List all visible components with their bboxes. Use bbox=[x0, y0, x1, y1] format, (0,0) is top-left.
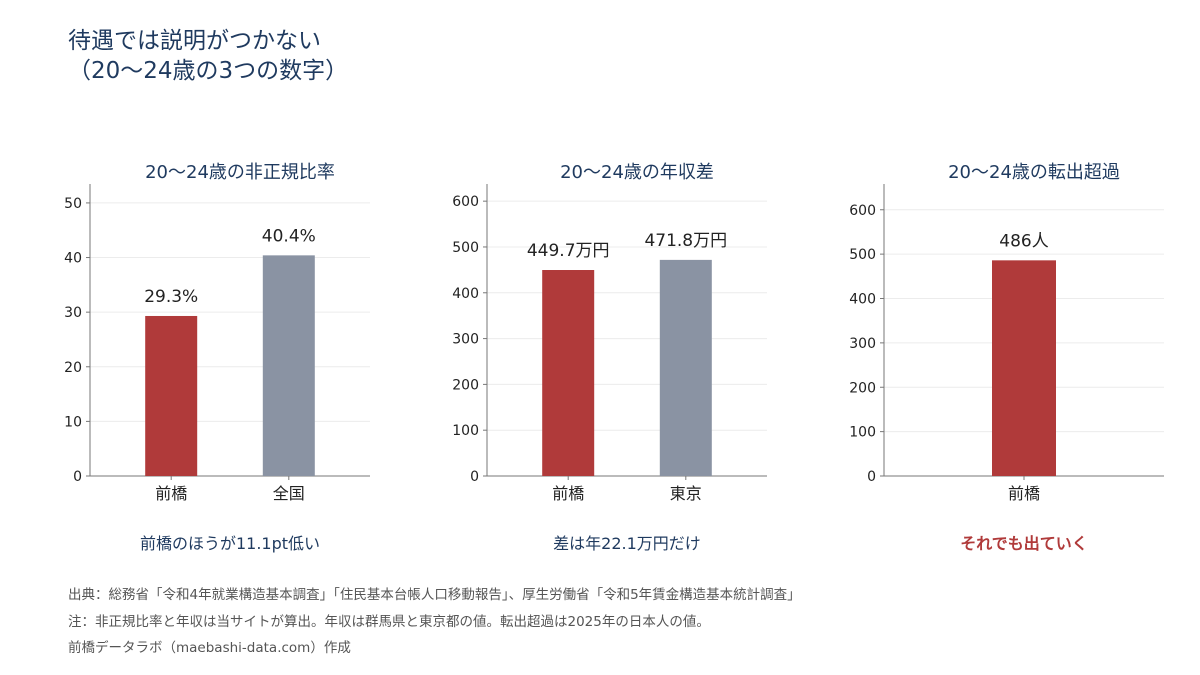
chart-title: 20〜24歳の転出超過 bbox=[948, 162, 1120, 183]
data-label: 471.8万円 bbox=[644, 231, 727, 251]
x-tick-label: 前橋 bbox=[1008, 484, 1040, 503]
y-tick-label: 30 bbox=[64, 305, 82, 321]
y-tick-label: 600 bbox=[849, 203, 876, 219]
data-label: 29.3% bbox=[144, 287, 198, 307]
y-tick-label: 400 bbox=[849, 292, 876, 308]
y-tick-label: 200 bbox=[849, 380, 876, 396]
y-tick-label: 20 bbox=[64, 360, 82, 376]
y-tick-label: 10 bbox=[64, 414, 82, 430]
y-tick-label: 0 bbox=[470, 469, 479, 485]
footnotes: 出典：総務省「令和4年就業構造基本調査」「住民基本台帳人口移動報告」、厚生労働省… bbox=[68, 582, 801, 662]
x-tick-label: 東京 bbox=[670, 484, 702, 503]
chart-panel-outflow: 20〜24歳の転出超過 0 100 200 300 400 500 600 486人前橋 bbox=[844, 150, 1200, 510]
chart-panel-nonregular: 20〜24歳の非正規比率 0 10 20 30 40 50 29.3% 前橋 40.4% 全国 bbox=[50, 150, 430, 510]
chart-svg: 0 10 20 30 40 50 29.3% 前橋 40.4% 全国 bbox=[64, 184, 370, 503]
caption-income: 差は年22.1万円だけ bbox=[553, 534, 701, 553]
y-tick-label: 0 bbox=[867, 469, 876, 485]
source-note: 出典：総務省「令和4年就業構造基本調査」「住民基本台帳人口移動報告」、厚生労働省… bbox=[68, 587, 801, 603]
caption-nonregular: 前橋のほうが11.1pt低い bbox=[139, 534, 321, 553]
y-tick-label: 0 bbox=[73, 469, 82, 485]
method-note: 注：非正規比率と年収は当サイトが算出。年収は群馬県と東京都の値。転出超過は202… bbox=[68, 613, 710, 630]
data-label: 40.4% bbox=[262, 226, 316, 246]
y-tick-label: 50 bbox=[64, 196, 82, 212]
caption-outflow: それでも出ていく bbox=[960, 534, 1088, 553]
x-tick-label: 前橋 bbox=[155, 484, 187, 503]
chart-panel-income: 20〜24歳の年収差 0 100 200 300 400 500 600 449.7万円 前橋 4… bbox=[447, 150, 827, 510]
chart-title: 20〜24歳の非正規比率 bbox=[145, 162, 335, 183]
data-label: 449.7万円 bbox=[527, 241, 610, 261]
page-title: 待遇では説明がつかない （20〜24歳の3つの数字） bbox=[68, 26, 348, 86]
y-tick-label: 300 bbox=[452, 332, 479, 348]
y-tick-label: 500 bbox=[849, 247, 876, 263]
y-tick-label: 40 bbox=[64, 251, 82, 267]
x-tick-label: 全国 bbox=[273, 484, 305, 503]
bar-highlight bbox=[992, 260, 1056, 476]
credit-note: 前橋データラボ（maebashi-data.com）作成 bbox=[68, 640, 351, 656]
y-tick-label: 200 bbox=[452, 377, 479, 393]
bar-highlight bbox=[145, 315, 198, 476]
y-tick-label: 300 bbox=[849, 336, 876, 352]
y-tick-label: 500 bbox=[452, 240, 479, 256]
bar-compare bbox=[262, 255, 315, 476]
y-tick-label: 400 bbox=[452, 286, 479, 302]
x-tick-label: 前橋 bbox=[552, 484, 584, 503]
bar-highlight bbox=[542, 270, 595, 476]
y-tick-label: 100 bbox=[452, 423, 479, 439]
data-label: 486人 bbox=[999, 231, 1048, 251]
y-tick-label: 100 bbox=[849, 425, 876, 441]
chart-title: 20〜24歳の年収差 bbox=[560, 162, 714, 183]
bar-compare bbox=[659, 259, 712, 476]
title-line-1: 待遇では説明がつかない bbox=[68, 28, 321, 54]
y-tick-label: 600 bbox=[452, 194, 479, 210]
title-line-2: （20〜24歳の3つの数字） bbox=[68, 58, 349, 84]
